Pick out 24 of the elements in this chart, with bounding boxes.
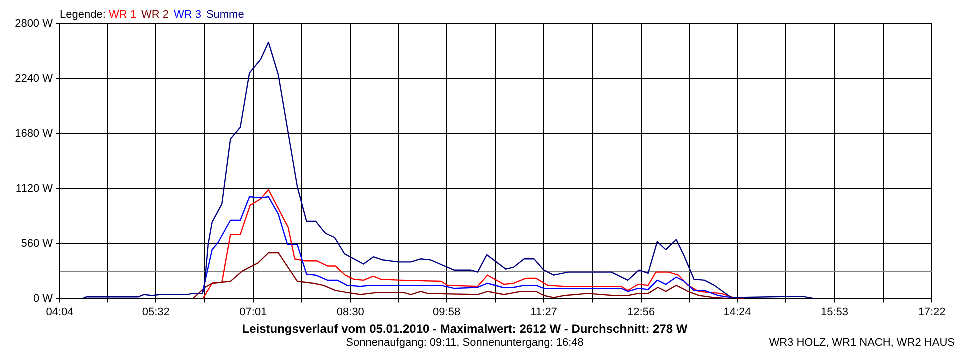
y-tick-label: 2240 W [15, 72, 54, 85]
y-tick-label: 0 W [33, 292, 54, 305]
y-tick-label: 1680 W [15, 128, 54, 140]
x-tick-label: 11:27 [530, 306, 558, 318]
x-tick-label: 12:56 [628, 306, 656, 318]
text: WR 3 [174, 9, 202, 21]
y-tick-label: 1120 W [16, 182, 54, 195]
x-tick-label: 15:53 [820, 306, 849, 318]
x-tick-label: 07:01 [240, 306, 268, 318]
x-tick-label: 08:30 [336, 306, 364, 318]
x-tick-label: 17:22 [918, 306, 946, 318]
legend-title: Legende: [60, 9, 107, 21]
x-tick-label: 05:32 [142, 306, 170, 318]
text: Leistungsverlauf vom 05.01.2010 - Maximalwert: 2612 W - Durchschnitt: 278 W [241, 322, 689, 336]
y-tick-label: 2800 W [15, 18, 54, 30]
text: WR 2 [141, 9, 169, 21]
text: WR3 HOLZ, WR1 NACH, WR2 HAUS [769, 337, 955, 349]
x-tick-label: 09:58 [433, 306, 461, 318]
text: Summe [206, 9, 244, 21]
x-tick-label: 04:04 [46, 306, 74, 318]
text: Sonnenaufgang: 09:11, Sonnenuntergang: 16:48 [346, 337, 584, 349]
y-tick-label: 560 W [21, 238, 54, 250]
text: WR 1 [108, 9, 136, 21]
x-tick-label: 14:24 [724, 306, 752, 318]
